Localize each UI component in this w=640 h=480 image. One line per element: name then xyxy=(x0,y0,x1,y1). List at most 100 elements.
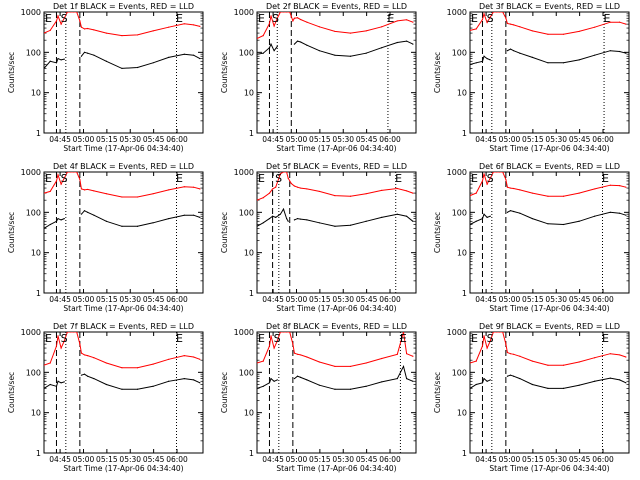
x-tick-label: 05:00 xyxy=(286,135,308,144)
events-point xyxy=(531,383,533,386)
lld-point xyxy=(93,357,95,359)
events-point xyxy=(412,220,414,222)
lld-point xyxy=(625,186,627,188)
x-tick-label: 05:45 xyxy=(569,455,591,464)
y-tick-label: 1000 xyxy=(234,328,254,337)
events-point xyxy=(152,62,154,64)
events-point xyxy=(481,217,484,220)
events-point xyxy=(406,40,408,42)
x-tick-label: 04:45 xyxy=(262,455,284,464)
phase-marker-label: S xyxy=(487,332,494,345)
lld-point xyxy=(55,345,58,347)
lld-point xyxy=(168,26,170,28)
panel-title: Det 3f BLACK = Events, RED = LLD xyxy=(479,2,620,11)
lld-point xyxy=(63,177,65,179)
events-point xyxy=(121,225,123,227)
lld-point xyxy=(502,332,504,333)
lld-point xyxy=(562,33,565,35)
y-tick-label: 1 xyxy=(36,289,41,298)
lld-point xyxy=(73,12,75,13)
lld-point xyxy=(506,186,509,188)
events-point xyxy=(276,379,278,381)
lld-point xyxy=(268,345,271,347)
x-tick-label: 06:00 xyxy=(592,455,614,464)
x-axis-label: Start Time (17-Apr-06 04:34:40) xyxy=(276,144,396,153)
lld-point xyxy=(268,22,271,25)
lld-point xyxy=(49,29,51,31)
events-point xyxy=(168,380,170,382)
lld-point xyxy=(470,194,471,197)
x-axis-label: Start Time (17-Apr-06 04:34:40) xyxy=(489,144,609,153)
lld-point xyxy=(57,335,59,337)
y-tick-label: 1 xyxy=(462,449,467,458)
events-point xyxy=(306,44,308,46)
y-tick-label: 100 xyxy=(26,208,41,217)
lld-point xyxy=(513,353,515,355)
lld-point xyxy=(481,345,484,347)
lld-point xyxy=(381,357,383,360)
events-point xyxy=(381,47,383,49)
lld-point xyxy=(547,364,549,366)
lld-point xyxy=(300,354,302,356)
events-point xyxy=(44,387,45,389)
lld-point xyxy=(300,18,302,21)
y-tick-label: 1 xyxy=(249,129,254,138)
lld-point xyxy=(121,196,123,198)
x-tick-label: 05:30 xyxy=(119,135,141,144)
events-point xyxy=(83,373,86,375)
y-tick-label: 10 xyxy=(31,249,41,258)
lld-point xyxy=(183,186,185,188)
lld-point xyxy=(381,189,383,191)
events-line xyxy=(257,207,414,227)
events-point xyxy=(93,54,95,56)
lld-point xyxy=(276,340,278,342)
events-point xyxy=(406,377,408,380)
lld-point xyxy=(44,364,45,366)
lld-point xyxy=(349,365,352,368)
x-tick-label: 05:00 xyxy=(73,455,95,464)
events-point xyxy=(619,50,621,53)
panel-title: Det 4f BLACK = Events, RED = LLD xyxy=(53,162,194,171)
x-tick-label: 05:30 xyxy=(332,135,354,144)
events-point xyxy=(136,66,139,69)
events-point xyxy=(300,41,302,43)
lld-point xyxy=(79,343,81,345)
events-point xyxy=(199,57,201,60)
phase-marker-label: S xyxy=(274,332,281,345)
panel-title: Det 7f BLACK = Events, RED = LLD xyxy=(53,322,194,331)
x-tick-label: 04:45 xyxy=(49,135,71,144)
events-point xyxy=(547,62,549,64)
lld-point xyxy=(547,33,549,35)
lld-point xyxy=(105,362,107,364)
phase-marker-label: S xyxy=(272,12,279,25)
lld-point xyxy=(502,172,504,173)
x-tick-label: 04:45 xyxy=(475,295,497,304)
lld-point xyxy=(66,172,68,173)
lld-point xyxy=(49,190,51,193)
phase-marker-label: E xyxy=(471,332,478,345)
x-tick-label: 05:00 xyxy=(286,455,308,464)
y-tick-label: 1000 xyxy=(447,8,467,17)
events-point xyxy=(273,380,275,382)
x-tick-label: 05:00 xyxy=(73,135,95,144)
lld-point xyxy=(279,332,281,333)
x-tick-label: 05:15 xyxy=(522,135,544,144)
events-point xyxy=(80,213,83,215)
lld-point xyxy=(152,193,154,195)
lld-point xyxy=(506,351,509,354)
events-point xyxy=(609,211,611,213)
y-tick-label: 1 xyxy=(249,449,254,458)
phase-marker-label: S xyxy=(487,172,494,185)
events-point xyxy=(271,215,274,217)
x-tick-label: 06:00 xyxy=(379,135,401,144)
events-point xyxy=(578,59,580,61)
phase-marker-label: E xyxy=(258,12,265,25)
x-tick-label: 05:00 xyxy=(286,295,308,304)
events-point xyxy=(262,222,264,224)
lld-series xyxy=(257,172,414,201)
y-tick-label: 100 xyxy=(26,368,41,377)
y-tick-label: 1000 xyxy=(234,168,254,177)
lld-point xyxy=(365,193,367,195)
lld-series xyxy=(470,12,627,35)
lld-point xyxy=(300,187,302,189)
